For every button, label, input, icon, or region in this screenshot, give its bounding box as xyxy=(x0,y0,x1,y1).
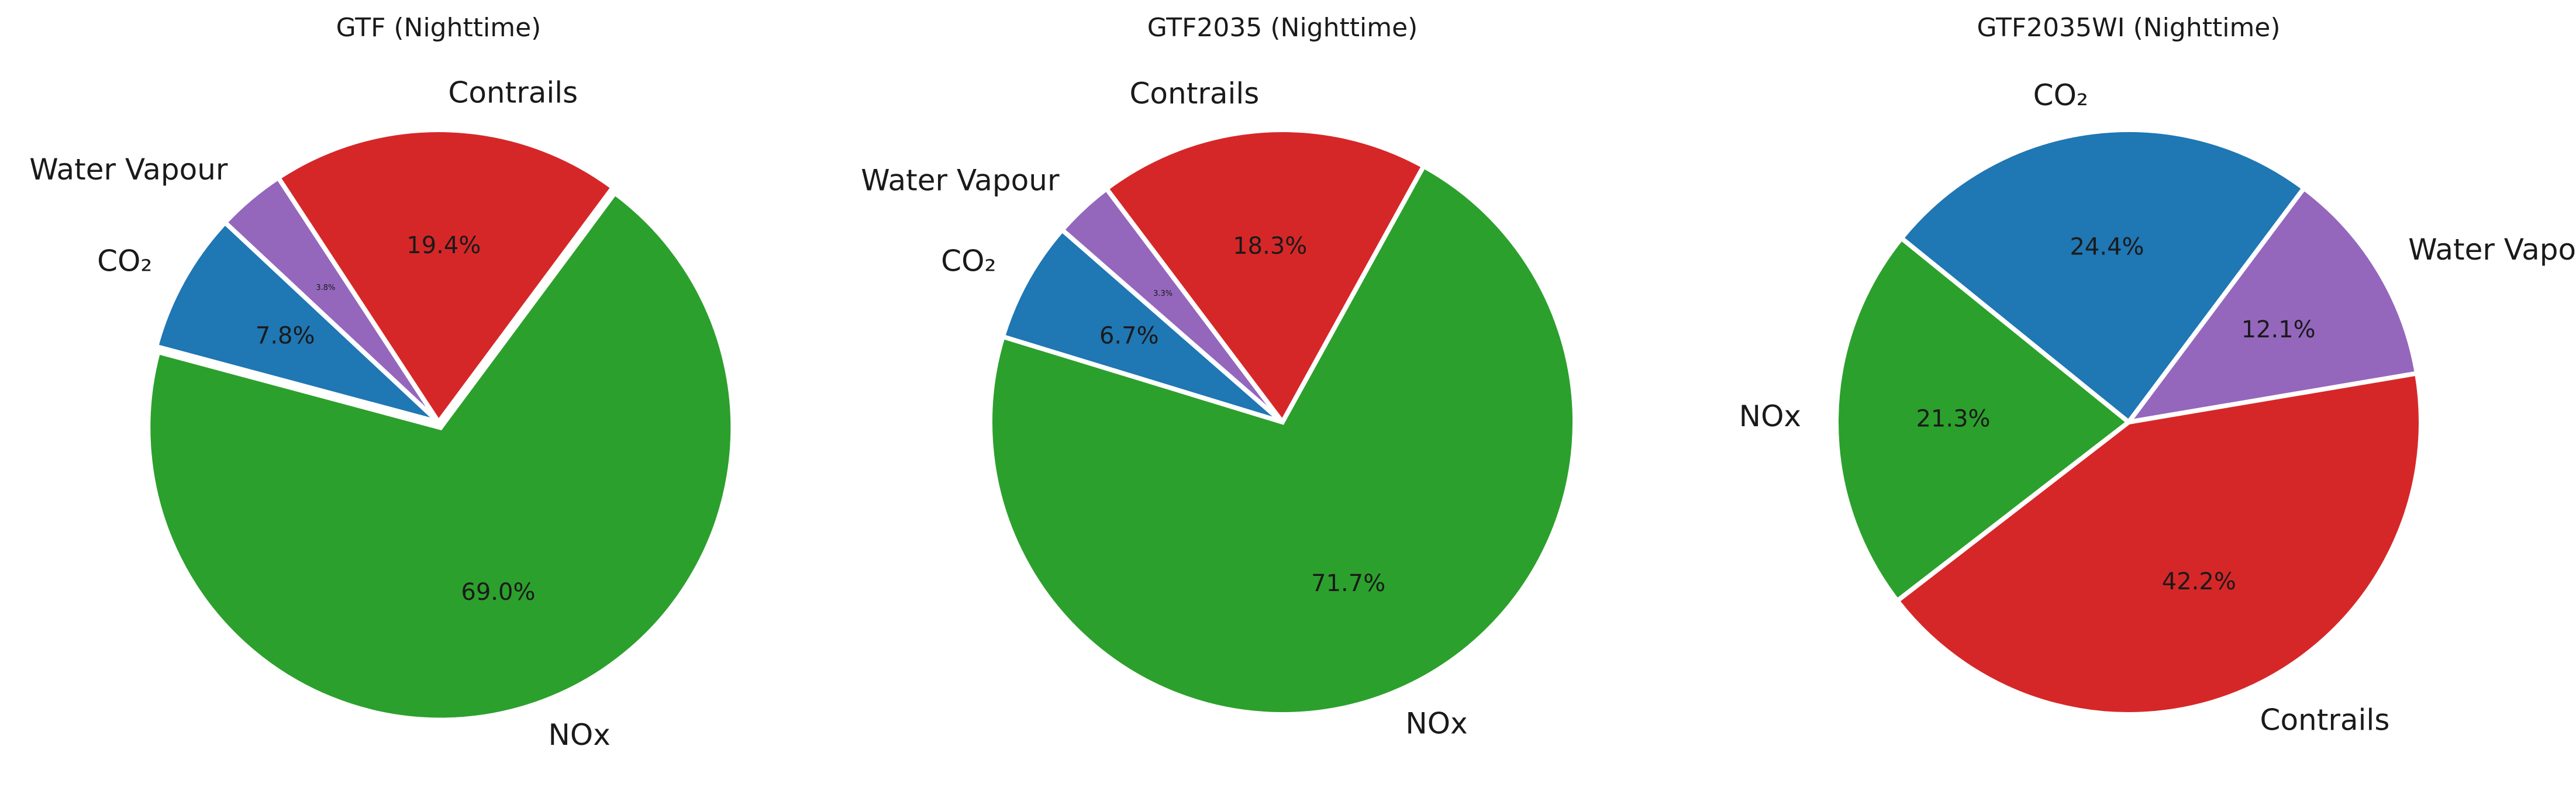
pie-slice-co2 xyxy=(1898,127,2308,426)
slice-percent-contrails: 42.2% xyxy=(2162,568,2236,595)
pie-slice-contrails xyxy=(275,127,616,426)
slice-percent-contrails: 19.4% xyxy=(406,232,481,259)
chart-title: GTF2035 (Nighttime) xyxy=(1147,13,1418,43)
slice-percent-nox: 21.3% xyxy=(1916,406,1990,433)
slice-percent-co2: 7.8% xyxy=(256,322,315,349)
pie-slice-contrails xyxy=(1103,127,1427,427)
pie-slice-co2 xyxy=(999,226,1284,424)
slice-label-contrails: Contrails xyxy=(448,76,578,110)
slice-percent-water-vapour: 3.8% xyxy=(316,284,335,292)
slice-label-water-vapour: Water Vapour xyxy=(861,164,1060,198)
slice-percent-nox: 71.7% xyxy=(1311,570,1385,597)
pie-chart-2: GTF2035 (Nighttime) CO₂ 6.7% Water Vapour 3.… xyxy=(861,13,1577,741)
slice-label-co2: CO₂ xyxy=(97,244,152,278)
slice-label-nox: NOx xyxy=(1405,707,1467,741)
pie-slice-water-vapour xyxy=(2123,185,2420,426)
slice-percent-contrails: 18.3% xyxy=(1233,233,1307,260)
slice-percent-nox: 69.0% xyxy=(461,579,535,606)
pie-slice-contrails xyxy=(1894,371,2423,717)
pie-chart-3: GTF2035WI (Nighttime) CO₂ 24.4% Water Vapou… xyxy=(1739,13,2576,737)
pie-chart-1: GTF (Nighttime) CO₂ 7.8% Water Vapour 3.8% Co… xyxy=(29,13,736,752)
pie-slice-nox xyxy=(1834,234,2133,605)
slice-label-contrails: Contrails xyxy=(2260,703,2390,737)
pie-slice-nox xyxy=(146,189,736,723)
pie-slice-nox xyxy=(988,163,1577,717)
slice-percent-co2: 24.4% xyxy=(2070,233,2144,260)
slice-percent-co2: 6.7% xyxy=(1099,322,1159,349)
slice-percent-water-vapour: 12.1% xyxy=(2242,316,2316,343)
chart-title: GTF2035WI (Nighttime) xyxy=(1977,13,2280,43)
slice-label-water-vapour: Water Vapour xyxy=(29,153,228,187)
slice-label-contrails: Contrails xyxy=(1130,77,1260,111)
slice-label-water-vapour: Water Vapour xyxy=(2408,233,2576,267)
slice-label-co2: CO₂ xyxy=(2033,78,2088,112)
slice-label-nox: NOx xyxy=(1739,399,1801,433)
chart-title: GTF (Nighttime) xyxy=(336,13,542,43)
slice-label-co2: CO₂ xyxy=(941,244,996,278)
slice-percent-water-vapour: 3.3% xyxy=(1153,289,1173,298)
slice-label-nox: NOx xyxy=(548,718,610,752)
pie-slice-co2 xyxy=(153,219,440,424)
